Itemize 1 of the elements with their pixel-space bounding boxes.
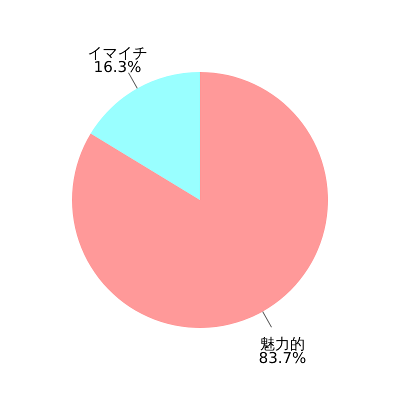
slice-label: イマイチ xyxy=(88,44,148,62)
